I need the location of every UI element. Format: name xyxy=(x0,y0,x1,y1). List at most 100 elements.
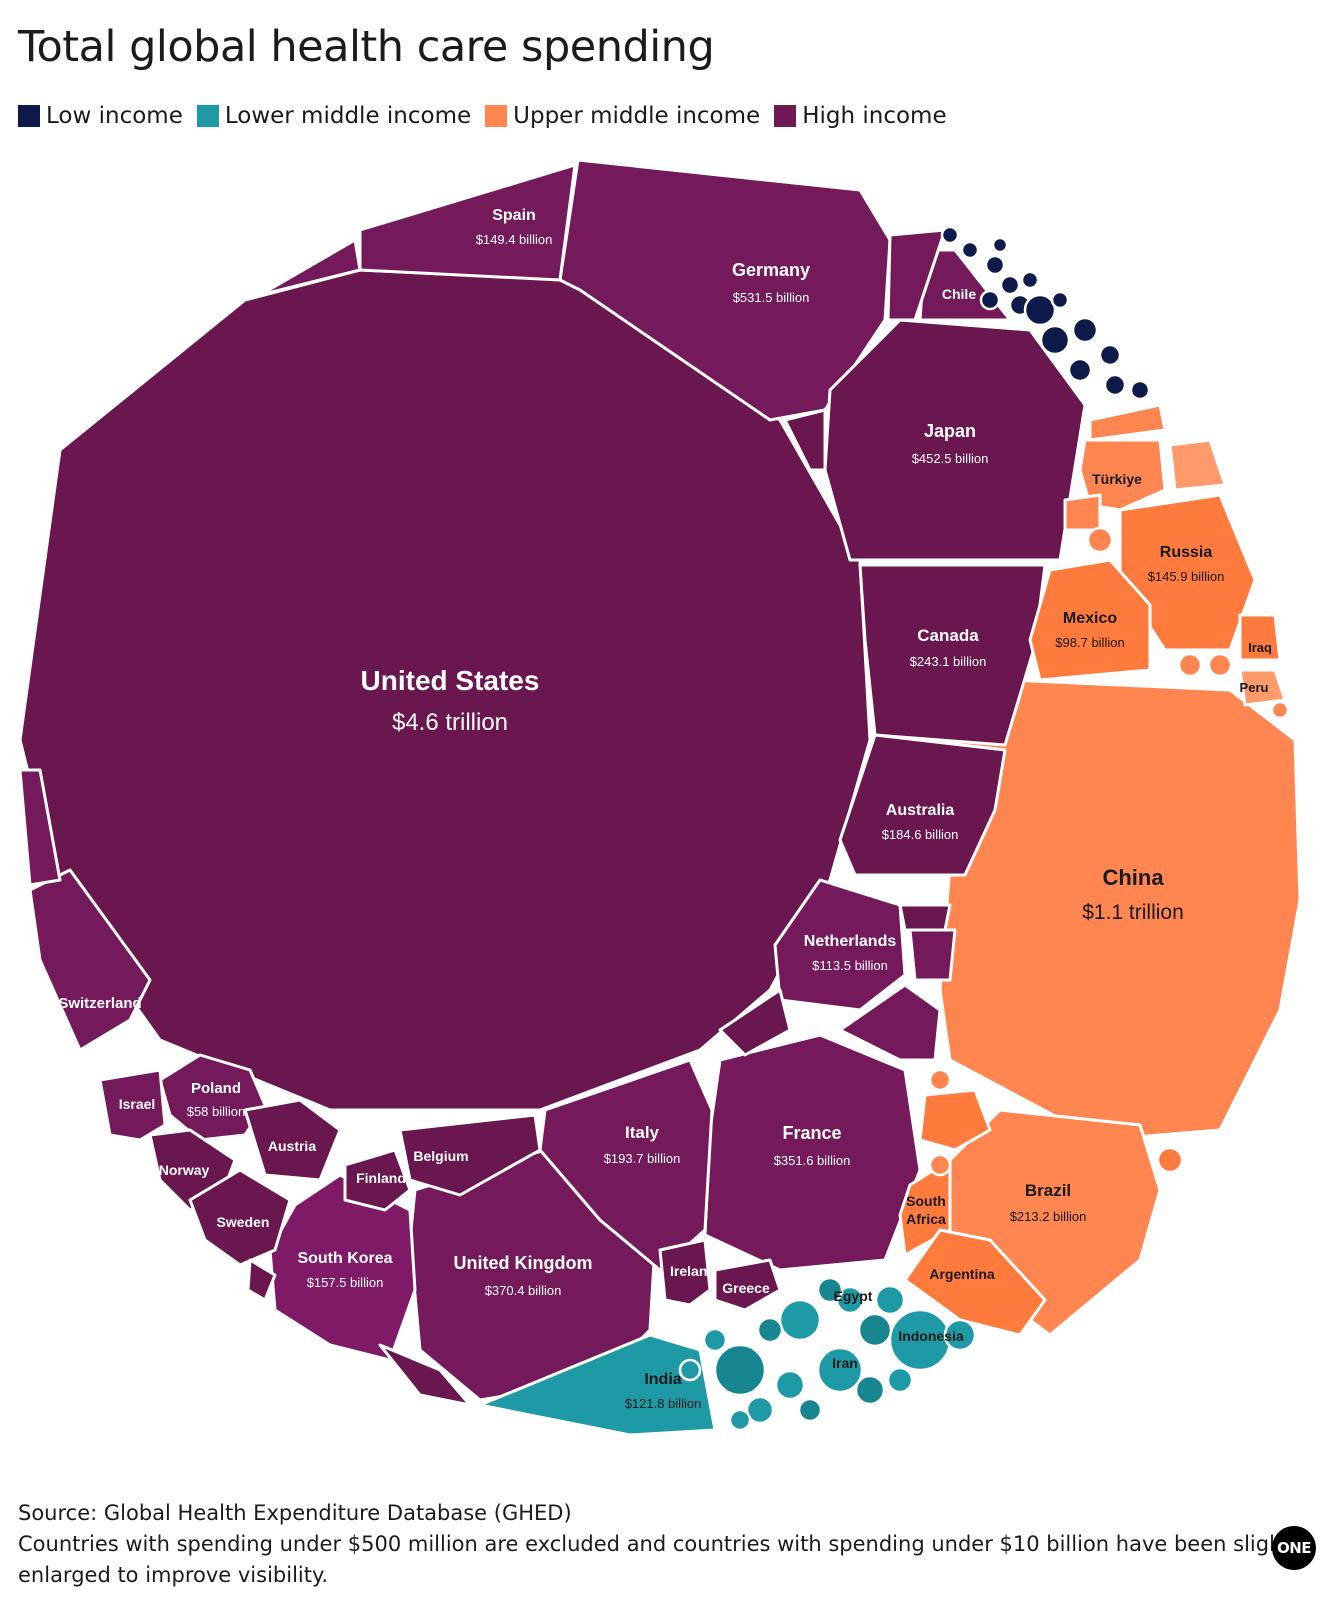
cell-umi-3 xyxy=(1063,493,1102,532)
label-belgium: Belgium xyxy=(413,1148,468,1164)
cell-lower-middle-income-18 xyxy=(678,1358,702,1382)
label-iran: Iran xyxy=(832,1355,858,1371)
cell-lower-middle-income-7 xyxy=(854,1374,886,1406)
cell-lower-middle-income-9 xyxy=(745,1395,775,1425)
label-israel: Israel xyxy=(119,1096,156,1112)
cell-peru xyxy=(1238,668,1287,707)
label-sweden: Sweden xyxy=(217,1214,270,1230)
cell-low-income-15 xyxy=(1020,270,1040,290)
label-united-kingdom: United Kingdom xyxy=(454,1253,593,1273)
cell-umi-10 xyxy=(1270,700,1290,720)
cell-china xyxy=(938,678,1302,1142)
label-india: India xyxy=(644,1371,681,1388)
cell-low-income-9 xyxy=(1071,316,1099,344)
label-egypt: Egypt xyxy=(834,1288,873,1304)
value-label-poland: $58 billion xyxy=(187,1104,246,1119)
cell-low-income-8 xyxy=(1039,324,1071,356)
label-poland: Poland xyxy=(191,1080,241,1097)
label-netherlands: Netherlands xyxy=(804,933,897,950)
legend-swatch xyxy=(774,105,797,127)
cell-lower-middle-income-17 xyxy=(728,1408,752,1432)
value-label-canada: $243.1 billion xyxy=(910,654,987,669)
label-peru: Peru xyxy=(1240,680,1269,695)
cell-low-income-3 xyxy=(984,254,1006,276)
cell-small-8 xyxy=(718,988,792,1057)
cell-turkiye xyxy=(1078,438,1167,512)
label-brazil: Brazil xyxy=(1025,1181,1071,1200)
legend-item-high-income: High income xyxy=(774,103,947,129)
source-note: Source: Global Health Expenditure Databa… xyxy=(18,1501,572,1525)
value-label-mexico: $98.7 billion xyxy=(1055,635,1124,650)
cell-small-7 xyxy=(838,983,942,1062)
cell-india xyxy=(478,1333,717,1437)
label-austria: Austria xyxy=(268,1138,316,1154)
cell-lower-middle-income-4 xyxy=(857,1312,893,1348)
label-switzerland: Switzerland xyxy=(58,995,141,1012)
cell-umi-8 xyxy=(928,1068,952,1092)
label-indonesia: Indonesia xyxy=(898,1328,964,1344)
cell-spain xyxy=(358,163,577,282)
value-label-brazil: $213.2 billion xyxy=(1010,1209,1087,1224)
cell-australia xyxy=(838,733,1007,877)
cell-argentina xyxy=(903,1228,1047,1337)
label-south-korea: South Korea xyxy=(297,1250,392,1267)
cell-low-income-13 xyxy=(1129,379,1151,401)
legend-item-lower-middle-income: Lower middle income xyxy=(196,103,472,129)
chart-title: Total global health care spending xyxy=(18,22,715,72)
legend-item-upper-middle-income: Upper middle income xyxy=(485,103,760,129)
value-label-spain: $149.4 billion xyxy=(476,232,553,247)
label-iraq: Iraq xyxy=(1248,640,1272,655)
cell-iraq xyxy=(1238,613,1282,662)
cell-small-10 xyxy=(258,238,362,297)
legend: Low income Lower middle income Upper mid… xyxy=(18,103,951,129)
cell-low-income-10 xyxy=(1067,357,1093,383)
label-norway: Norway xyxy=(159,1162,210,1178)
cell-ireland xyxy=(658,1238,712,1307)
cell-small-2 xyxy=(783,408,827,472)
value-label-germany: $531.5 billion xyxy=(733,290,810,305)
legend-swatch xyxy=(18,105,40,127)
legend-label: Lower middle income xyxy=(224,103,472,129)
cell-greece xyxy=(713,1258,782,1312)
cell-israel xyxy=(98,1068,167,1142)
cell-umi-9 xyxy=(928,1153,952,1177)
cell-austria xyxy=(243,1098,342,1182)
label-italy: Italy xyxy=(625,1123,660,1142)
cell-lower-middle-income-5 xyxy=(874,1284,906,1316)
cell-small-4 xyxy=(378,1343,472,1407)
cell-low-income-7 xyxy=(1023,293,1057,327)
legend-label: Low income xyxy=(46,103,183,129)
cell-mexico xyxy=(1028,558,1152,682)
cell-low-income-14 xyxy=(991,236,1009,254)
cell-umi-4 xyxy=(918,1088,992,1152)
label-russia: Russia xyxy=(1160,544,1213,561)
cell-umi-6 xyxy=(1177,652,1203,678)
cell-lower-middle-income-3 xyxy=(816,1346,864,1394)
legend-swatch xyxy=(485,105,508,127)
label-t-rkiye: Türkiye xyxy=(1092,471,1142,487)
cell-umi-2 xyxy=(1168,438,1227,492)
label-mexico: Mexico xyxy=(1063,610,1117,627)
cell-lower-middle-income-15 xyxy=(943,1318,977,1352)
cell-japan xyxy=(823,318,1087,562)
value-label-south-korea: $157.5 billion xyxy=(307,1275,384,1290)
legend-label: Upper middle income xyxy=(513,103,761,129)
label-united-states: United States xyxy=(361,665,540,696)
label-finland: Finland xyxy=(356,1170,406,1186)
label-south-africa: South Africa xyxy=(906,1193,946,1227)
cell-low-income-1 xyxy=(940,225,960,245)
value-label-italy: $193.7 billion xyxy=(604,1151,681,1166)
cell-small-1 xyxy=(886,228,947,322)
label-canada: Canada xyxy=(917,626,979,645)
label-spain: Spain xyxy=(492,207,536,224)
label-france: France xyxy=(782,1123,841,1143)
methodology-note: Countries with spending under $500 milli… xyxy=(18,1532,1309,1587)
cell-lower-middle-income-8 xyxy=(774,1369,806,1401)
label-greece: Greece xyxy=(722,1280,770,1296)
value-label-russia: $145.9 billion xyxy=(1148,569,1225,584)
cell-switzerland xyxy=(28,868,152,1052)
cell-belgium xyxy=(398,1113,542,1197)
cell-umi-7 xyxy=(1207,652,1233,678)
legend-swatch xyxy=(196,105,219,127)
value-label-netherlands: $113.5 billion xyxy=(812,958,888,973)
